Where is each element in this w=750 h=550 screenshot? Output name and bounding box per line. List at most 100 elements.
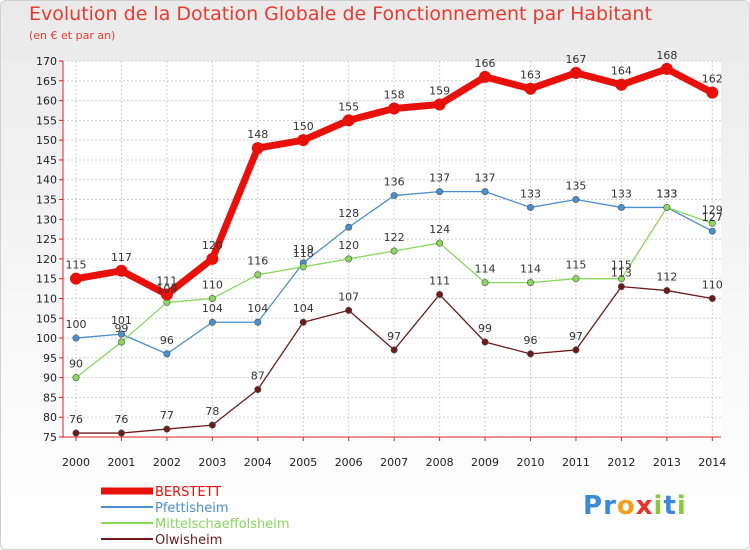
data-label: 111 xyxy=(156,275,177,288)
data-label: 96 xyxy=(160,334,174,347)
y-tick-label: 135 xyxy=(36,194,57,207)
data-label: 164 xyxy=(611,65,632,78)
data-label: 119 xyxy=(293,243,314,256)
y-tick-label: 130 xyxy=(36,213,57,226)
data-label: 137 xyxy=(429,172,450,185)
data-point xyxy=(72,374,80,382)
data-label: 135 xyxy=(565,180,586,193)
x-tick-label: 2005 xyxy=(289,456,317,469)
data-point xyxy=(297,134,310,147)
data-label: 120 xyxy=(338,239,359,252)
data-label: 162 xyxy=(702,73,723,86)
data-label: 133 xyxy=(611,187,632,200)
data-point xyxy=(388,102,401,115)
data-point xyxy=(299,263,307,271)
data-label: 112 xyxy=(656,271,677,284)
data-point xyxy=(345,306,353,314)
data-point xyxy=(163,350,171,358)
data-label: 99 xyxy=(114,322,128,335)
y-tick-label: 150 xyxy=(36,134,57,147)
data-label: 155 xyxy=(338,100,359,113)
data-label: 158 xyxy=(384,88,405,101)
y-tick-label: 165 xyxy=(36,75,57,88)
legend-label: Olwisheim xyxy=(155,533,222,548)
data-label: 90 xyxy=(69,358,83,371)
data-point xyxy=(708,294,716,302)
y-tick-label: 160 xyxy=(36,95,57,108)
data-label: 114 xyxy=(520,263,541,276)
data-label: 133 xyxy=(656,187,677,200)
y-tick-label: 155 xyxy=(36,114,57,127)
data-label: 128 xyxy=(338,207,359,220)
data-label: 115 xyxy=(611,259,632,272)
data-point xyxy=(708,219,716,227)
data-point xyxy=(70,272,82,285)
x-tick-label: 2011 xyxy=(562,456,590,469)
data-label: 104 xyxy=(247,302,268,315)
legend: BERSTETTPfettisheimMittelschaeffolsheimO… xyxy=(101,485,290,548)
y-tick-label: 140 xyxy=(36,174,57,187)
data-point xyxy=(299,318,307,326)
data-point xyxy=(572,346,580,354)
data-label: 120 xyxy=(202,239,223,252)
data-label: 117 xyxy=(111,251,132,264)
legend-label: Mittelschaeffolsheim xyxy=(155,517,290,532)
y-tick-label: 90 xyxy=(43,372,57,385)
data-label: 127 xyxy=(702,211,723,224)
data-point xyxy=(208,318,216,326)
x-tick-label: 2000 xyxy=(62,456,90,469)
y-tick-label: 120 xyxy=(36,253,57,266)
chart-title: Evolution de la Dotation Globale de Fonc… xyxy=(29,3,652,25)
data-label: 101 xyxy=(111,314,132,327)
data-label: 97 xyxy=(569,330,583,343)
data-label: 159 xyxy=(429,85,450,98)
data-label: 107 xyxy=(338,290,359,303)
proxiti-logo: Proxiti xyxy=(583,491,687,521)
x-tick-label: 2012 xyxy=(607,456,635,469)
chart-subtitle: (en € et par an) xyxy=(29,29,116,42)
data-label: 133 xyxy=(656,187,677,200)
data-label: 77 xyxy=(160,409,174,422)
y-tick-label: 115 xyxy=(36,273,57,286)
y-tick-label: 80 xyxy=(43,411,57,424)
data-point xyxy=(479,70,492,83)
data-point xyxy=(72,334,80,342)
legend-label: BERSTETT xyxy=(155,485,221,500)
data-point xyxy=(433,98,446,111)
data-point xyxy=(206,252,219,265)
data-label: 166 xyxy=(475,57,496,70)
data-point xyxy=(254,271,262,279)
data-label: 99 xyxy=(478,322,492,335)
data-label: 104 xyxy=(293,302,314,315)
y-tick-label: 75 xyxy=(43,431,57,444)
x-tick-label: 2007 xyxy=(380,456,408,469)
data-point xyxy=(117,429,125,437)
x-tick-label: 2002 xyxy=(153,456,181,469)
data-point xyxy=(617,275,625,283)
x-tick-label: 2003 xyxy=(198,456,226,469)
data-point xyxy=(572,196,580,204)
data-point xyxy=(208,294,216,302)
data-point xyxy=(481,279,489,287)
y-tick-label: 105 xyxy=(36,312,57,325)
data-point xyxy=(436,188,444,196)
data-label: 110 xyxy=(702,278,723,291)
data-point xyxy=(160,288,173,301)
data-label: 137 xyxy=(475,172,496,185)
data-label: 118 xyxy=(293,247,314,260)
data-point xyxy=(436,291,444,299)
data-point xyxy=(254,386,262,394)
data-label: 96 xyxy=(524,334,538,347)
data-label: 114 xyxy=(475,263,496,276)
data-label: 124 xyxy=(429,223,450,236)
x-tick-label: 2014 xyxy=(698,456,726,469)
data-label: 76 xyxy=(69,413,83,426)
data-point xyxy=(663,203,671,211)
data-point xyxy=(251,142,264,155)
data-label: 110 xyxy=(202,278,223,291)
data-point xyxy=(163,425,171,433)
x-tick-label: 2013 xyxy=(653,456,681,469)
data-point xyxy=(390,247,398,255)
y-tick-label: 95 xyxy=(43,352,57,365)
data-point xyxy=(481,338,489,346)
